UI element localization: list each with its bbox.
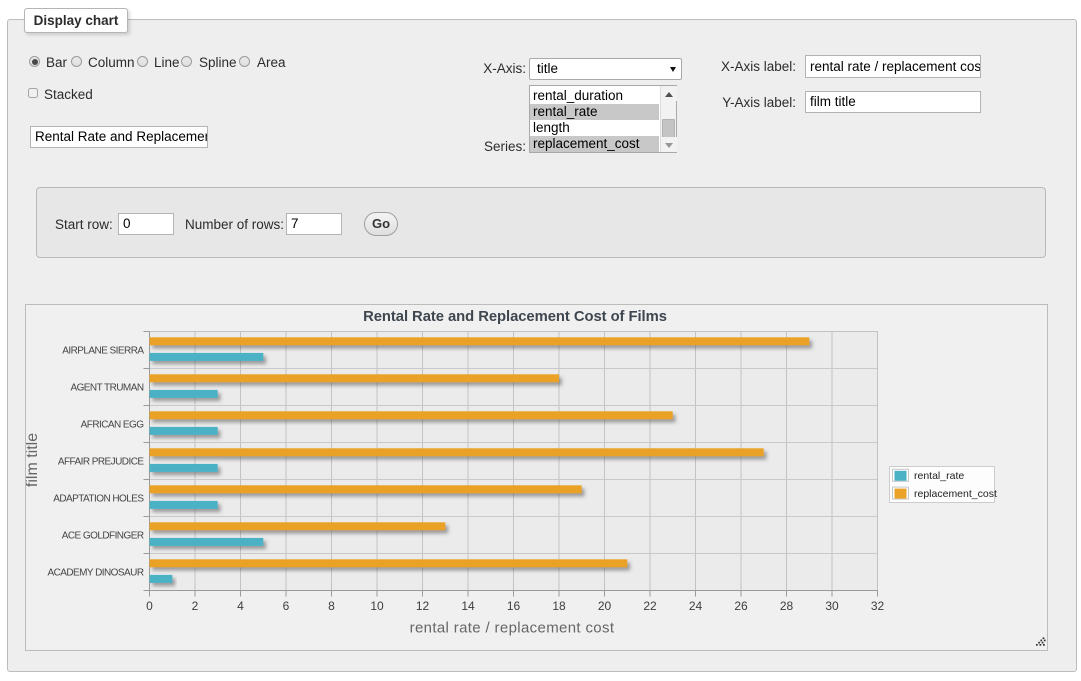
svg-text:12: 12 <box>416 599 430 613</box>
svg-text:ACADEMY DINOSAUR: ACADEMY DINOSAUR <box>47 568 143 579</box>
svg-text:16: 16 <box>507 599 521 613</box>
svg-text:ADAPTATION HOLES: ADAPTATION HOLES <box>53 494 144 505</box>
svg-text:AFFAIR PREJUDICE: AFFAIR PREJUDICE <box>58 457 145 468</box>
svg-text:AGENT TRUMAN: AGENT TRUMAN <box>70 383 143 394</box>
svg-text:8: 8 <box>328 599 335 613</box>
svg-text:18: 18 <box>552 599 566 613</box>
svg-text:rental rate / replacement cost: rental rate / replacement cost <box>410 620 615 637</box>
svg-text:30: 30 <box>825 599 839 613</box>
svg-text:26: 26 <box>734 599 748 613</box>
svg-text:ACE GOLDFINGER: ACE GOLDFINGER <box>62 531 144 542</box>
svg-text:0: 0 <box>146 599 153 613</box>
svg-text:film title: film title <box>26 433 41 487</box>
svg-text:AIRPLANE SIERRA: AIRPLANE SIERRA <box>62 346 144 357</box>
svg-text:AFRICAN EGG: AFRICAN EGG <box>81 420 145 431</box>
svg-text:Rental Rate and Replacement Co: Rental Rate and Replacement Cost of Film… <box>363 309 667 325</box>
svg-text:10: 10 <box>370 599 384 613</box>
svg-text:20: 20 <box>598 599 612 613</box>
svg-text:28: 28 <box>780 599 794 613</box>
svg-text:6: 6 <box>283 599 290 613</box>
svg-text:14: 14 <box>461 599 475 613</box>
svg-text:32: 32 <box>871 599 885 613</box>
svg-text:replacement_cost: replacement_cost <box>914 488 997 500</box>
svg-text:4: 4 <box>237 599 244 613</box>
svg-text:22: 22 <box>643 599 657 613</box>
svg-text:2: 2 <box>192 599 199 613</box>
svg-text:24: 24 <box>689 599 703 613</box>
svg-text:rental_rate: rental_rate <box>914 470 964 482</box>
